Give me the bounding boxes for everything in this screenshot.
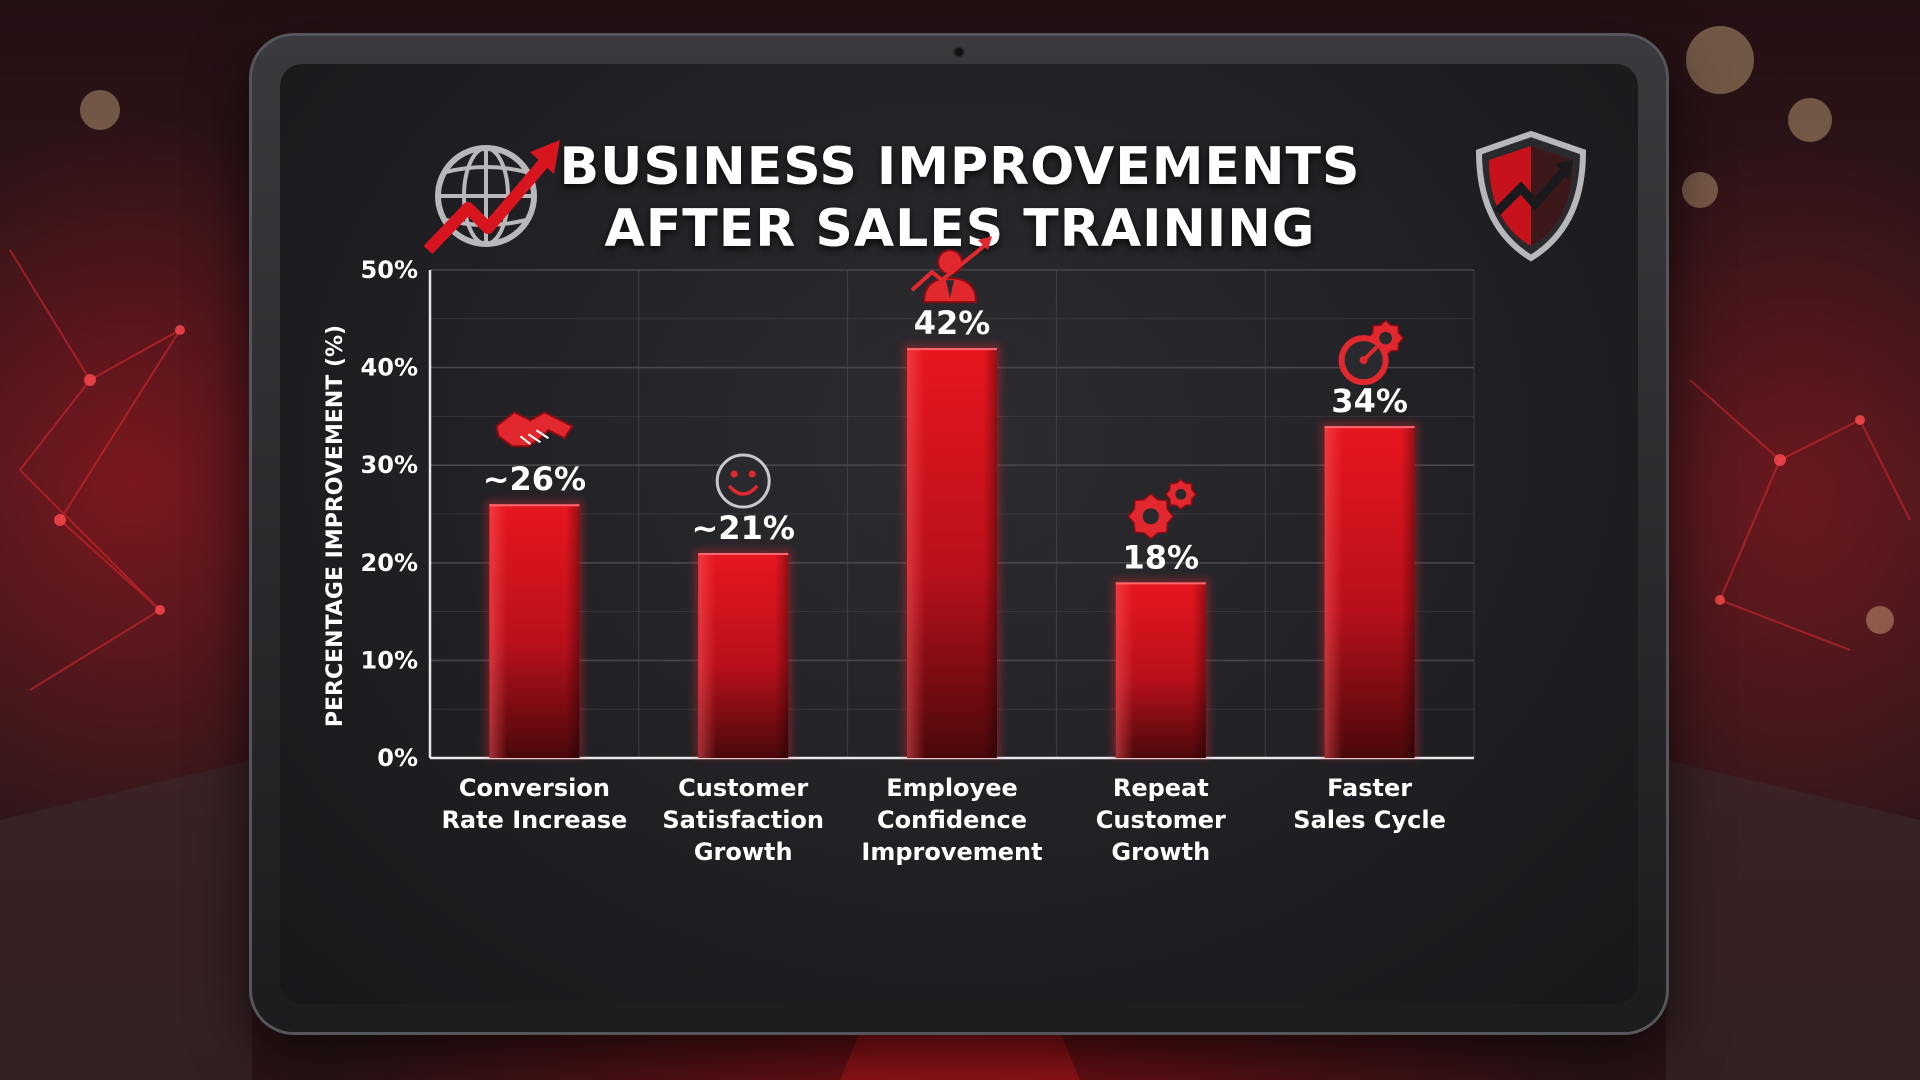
y-tick-label: 0%	[377, 744, 418, 772]
data-labels: ~26% ~21% 42% 18% 34%	[483, 304, 1408, 576]
x-tick-label: Conversion	[459, 774, 610, 802]
x-tick-label: Sales Cycle	[1293, 806, 1446, 834]
data-label: ~26%	[483, 460, 586, 498]
y-axis-label: PERCENTAGE IMPROVEMENT (%)	[323, 325, 348, 727]
title-line-2: AFTER SALES TRAINING	[604, 199, 1316, 259]
x-tick-label: Faster	[1327, 774, 1412, 802]
x-tick-label: Customer	[678, 774, 808, 802]
tablet-frame: BUSINESS IMPROVEMENTS AFTER SALES TRAINI…	[252, 36, 1666, 1032]
y-tick-label: 10%	[361, 646, 418, 674]
x-tick-label: Employee	[886, 774, 1018, 802]
data-label: 34%	[1331, 382, 1408, 420]
x-tick-label: Customer	[1096, 806, 1226, 834]
bar	[903, 344, 1001, 758]
x-tick-label: Improvement	[861, 838, 1042, 866]
x-tick-label: Growth	[1111, 838, 1210, 866]
bars	[485, 344, 1419, 758]
smiley-face-icon	[715, 453, 771, 509]
bar	[485, 500, 584, 758]
bar-chart: PERCENTAGE IMPROVEMENT (%) 0% 10% 20% 30% 40…	[323, 130, 1587, 866]
globe-growth-arrow-icon	[423, 140, 560, 255]
x-tick-labels: Conversion Rate Increase Customer Satisfact…	[441, 774, 1445, 866]
bar-icons	[495, 236, 1405, 540]
y-tick-labels: 0% 10% 20% 30% 40% 50%	[361, 256, 418, 772]
x-tick-label: Confidence	[877, 806, 1027, 834]
bar	[694, 549, 793, 758]
data-label: 42%	[914, 304, 991, 342]
x-tick-label: Repeat	[1113, 774, 1209, 802]
x-tick-label: Growth	[694, 838, 793, 866]
shield-icon	[1475, 130, 1587, 262]
y-tick-label: 30%	[361, 451, 418, 479]
y-tick-label: 50%	[361, 256, 418, 284]
y-tick-label: 20%	[361, 549, 418, 577]
x-tick-label: Satisfaction	[662, 806, 824, 834]
speedometer-gear-icon	[1338, 319, 1405, 386]
camera-dot	[955, 48, 963, 56]
y-tick-label: 40%	[361, 354, 418, 382]
bar	[1320, 422, 1419, 758]
businessman-growth-icon	[910, 236, 992, 304]
chart-title: BUSINESS IMPROVEMENTS AFTER SALES TRAINI…	[510, 136, 1410, 260]
data-label: ~21%	[691, 509, 794, 547]
title-line-1: BUSINESS IMPROVEMENTS	[559, 137, 1361, 197]
tablet-screen: BUSINESS IMPROVEMENTS AFTER SALES TRAINI…	[280, 64, 1638, 1004]
handshake-icon	[495, 411, 574, 448]
x-tick-label: Rate Increase	[441, 806, 627, 834]
data-label: 18%	[1123, 538, 1200, 576]
gears-icon	[1127, 478, 1197, 540]
bar	[1111, 578, 1210, 758]
